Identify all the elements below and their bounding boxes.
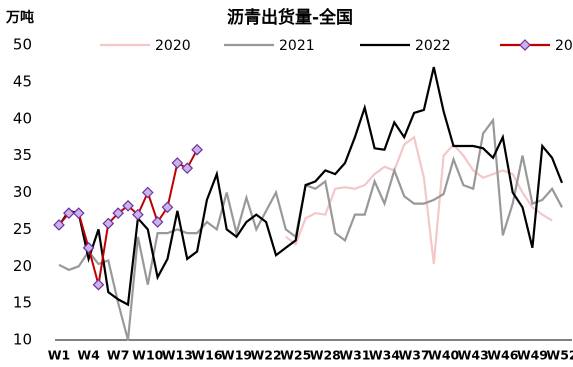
x-tick-label: W25 xyxy=(280,348,311,363)
legend-marker xyxy=(519,39,531,51)
x-tick-label: W4 xyxy=(77,348,100,363)
marker xyxy=(132,208,144,221)
x-tick-label: W49 xyxy=(517,348,548,363)
marker xyxy=(191,143,203,156)
marker xyxy=(72,207,85,219)
x-tick-label: W34 xyxy=(369,348,400,363)
marker xyxy=(171,157,184,169)
y-tick-label: 50 xyxy=(13,36,32,54)
y-axis-label: 万吨 xyxy=(5,9,34,26)
series-line xyxy=(285,135,553,265)
x-tick-label: W22 xyxy=(251,348,282,363)
marker xyxy=(112,207,125,219)
marker xyxy=(151,216,164,228)
marker xyxy=(92,278,105,291)
legend-label: 2021 xyxy=(279,38,315,54)
x-tick-label: W43 xyxy=(458,348,489,363)
y-tick-label: 30 xyxy=(13,183,32,201)
chart-title: 沥青出货量-全国 xyxy=(227,7,353,28)
marker xyxy=(82,241,95,254)
legend-label: 2020 xyxy=(155,38,191,54)
series-line xyxy=(58,117,563,341)
x-tick-label: W1 xyxy=(48,348,71,363)
series-line xyxy=(58,66,564,307)
x-tick-label: W19 xyxy=(221,348,252,363)
x-tick-label: W31 xyxy=(339,348,370,363)
x-tick-label: W16 xyxy=(191,348,222,363)
y-tick-label: 40 xyxy=(13,109,32,127)
y-tick-label: 25 xyxy=(13,220,32,238)
marker xyxy=(53,219,65,231)
x-tick-label: W7 xyxy=(107,348,130,363)
marker xyxy=(141,186,154,199)
marker xyxy=(122,199,134,212)
marker xyxy=(102,217,115,230)
y-tick-label: 15 xyxy=(13,294,32,312)
x-tick-label: W13 xyxy=(162,348,193,363)
y-tick-label: 35 xyxy=(13,146,32,164)
x-tick-label: W37 xyxy=(398,348,429,363)
x-tick-label: W28 xyxy=(310,348,341,363)
y-tick-label: 45 xyxy=(13,72,32,90)
x-tick-label: W46 xyxy=(487,348,518,363)
marker xyxy=(181,162,194,175)
y-tick-label: 20 xyxy=(13,257,32,275)
legend-label: 2023 xyxy=(555,38,573,54)
x-tick-label: W10 xyxy=(132,348,163,363)
x-tick-label: W52 xyxy=(546,348,573,363)
x-tick-label: W40 xyxy=(428,348,459,363)
marker xyxy=(63,207,75,219)
marker xyxy=(161,201,174,214)
legend-label: 2022 xyxy=(415,38,451,54)
y-tick-label: 10 xyxy=(13,331,32,349)
